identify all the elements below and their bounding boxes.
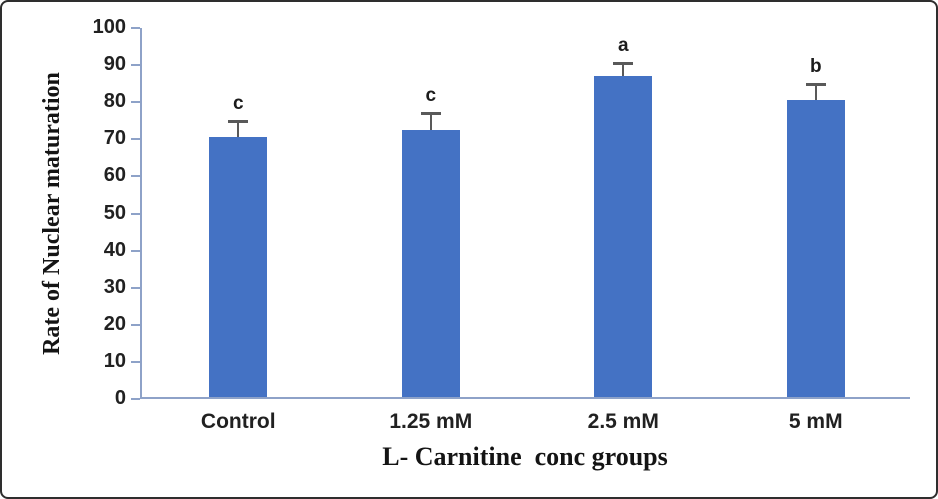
error-bar-line-1-25-mm [429, 113, 432, 130]
error-bar-cap-5-mm [805, 82, 826, 86]
error-bar-cap-2-5-mm [613, 62, 634, 66]
x-tick-label-1-25-mm: 1.25 mM [389, 410, 473, 433]
y-tick-label: 20 [103, 312, 126, 335]
y-tick-mark [131, 249, 140, 252]
x-axis-title: L- Carnitine conc groups [382, 442, 668, 471]
error-bar-line-5-mm [814, 83, 817, 101]
y-tick-label: 60 [103, 164, 126, 187]
y-tick-label: 70 [103, 127, 126, 150]
bar-1-25-mm [401, 129, 460, 397]
y-tick-mark [131, 212, 140, 215]
y-tick-label: 100 [92, 16, 126, 38]
y-tick-mark [131, 323, 140, 326]
significance-letter-2-5-mm: a [617, 35, 629, 57]
y-tick-label: 30 [103, 275, 126, 298]
y-tick-label: 50 [103, 201, 126, 224]
x-tick-label-5-mm: 5 mM [788, 410, 843, 433]
y-tick-label: 10 [103, 349, 126, 372]
y-tick-mark [131, 101, 140, 104]
y-axis-title: Rate of Nuclear maturation [38, 72, 65, 355]
error-bar-line-2-5-mm [622, 63, 625, 77]
x-tick-label-control: Control [200, 410, 276, 433]
y-tick-mark [131, 286, 140, 289]
y-tick-label: 40 [103, 238, 126, 261]
y-axis-title-wrap: Rate of Nuclear maturation [32, 28, 72, 399]
y-tick-mark [131, 398, 140, 400]
y-tick-mark [131, 175, 140, 178]
significance-letter-control: c [232, 92, 244, 114]
plot-area: 0 10 20 30 40 50 60 70 80 90 100 c Control c 1.25 mM a 2… [93, 16, 910, 433]
y-tick-mark [131, 138, 140, 141]
significance-letter-1-25-mm: c [425, 85, 437, 107]
y-tick-mark [131, 360, 140, 363]
y-tick-mark [131, 64, 140, 67]
y-tick-mark [131, 27, 140, 29]
x-tick-label-2-5-mm: 2.5 mM [587, 410, 659, 433]
bar-2-5-mm [594, 76, 653, 397]
significance-letter-5-mm: b [809, 55, 822, 77]
y-tick-label: 80 [103, 90, 126, 113]
y-tick-label: 90 [103, 53, 126, 76]
error-bar-cap-control [228, 119, 249, 123]
bar-5-mm [786, 100, 845, 397]
y-tick-label: 0 [114, 387, 126, 409]
bar-control [209, 137, 268, 397]
error-bar-line-control [237, 120, 240, 138]
error-bar-cap-1-25-mm [420, 112, 441, 116]
